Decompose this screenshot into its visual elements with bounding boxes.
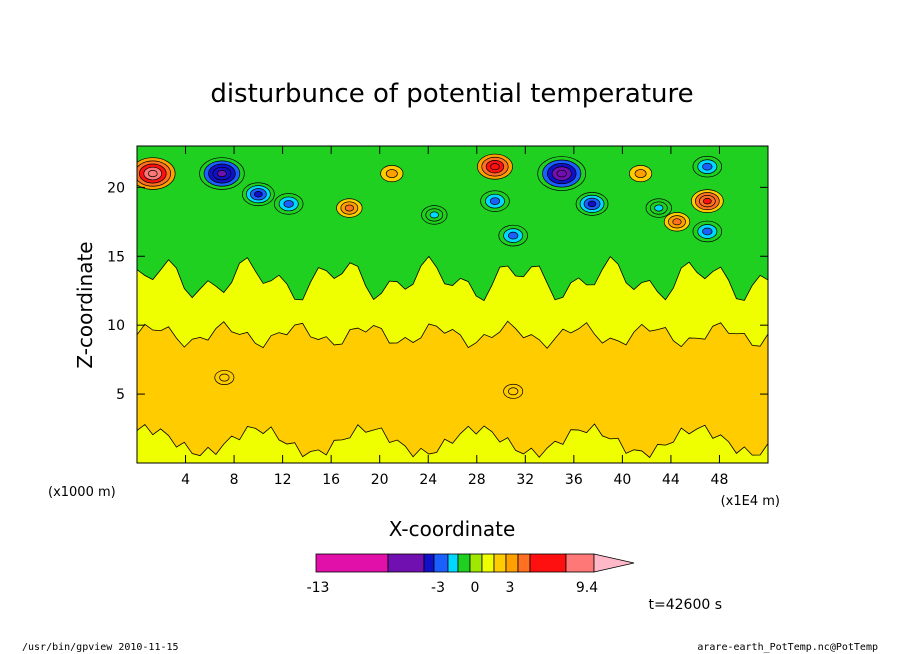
footer-left: /usr/bin/gpview 2010-11-15 <box>22 642 179 653</box>
colorbar-label: -3 <box>431 580 445 596</box>
contour-blobs <box>137 153 724 399</box>
colorbar-bin <box>493 553 507 573</box>
y-axis: 5 10 15 20 <box>107 180 768 403</box>
x-tick-label: 12 <box>274 472 292 488</box>
contour-blob <box>508 231 519 240</box>
x-tick-label: 36 <box>565 472 583 488</box>
contour-blob <box>702 197 712 205</box>
x-tick-label: 16 <box>322 472 340 488</box>
contour-blob <box>489 197 501 205</box>
x-unit-label: (x1000 m) <box>48 485 116 500</box>
x-tick-label: 8 <box>230 472 239 488</box>
plot-frame <box>136 145 769 464</box>
contour-blob <box>556 169 567 178</box>
chart-title: disturbunce of potential temperature <box>210 79 693 109</box>
colorbar-bin <box>315 553 389 573</box>
contour-blob <box>634 169 647 179</box>
contour-blob <box>429 211 439 219</box>
y-tick-label: 10 <box>107 318 125 334</box>
footer-right: arare-earth_PotTemp.nc@PotTemp <box>697 642 878 653</box>
contour-blob <box>508 387 519 396</box>
contour-blob <box>490 163 500 171</box>
colorbar-bin <box>565 553 595 573</box>
contour-field <box>137 146 768 463</box>
colorbar-bin <box>457 553 471 573</box>
contour-blob <box>147 170 158 178</box>
colorbar-bin <box>481 553 495 573</box>
contour-blob <box>344 204 354 212</box>
colorbar-bin <box>593 553 635 573</box>
y-tick-label: 15 <box>107 249 125 265</box>
contour-blob <box>217 170 227 178</box>
y-unit-label: (x1E4 m) <box>721 494 780 509</box>
x-axis: 4 8 12 16 20 24 28 32 36 40 44 48 <box>181 146 728 488</box>
y-tick-label: 5 <box>116 387 125 403</box>
colorbar-bin <box>423 553 435 573</box>
time-label: t=42600 s <box>649 597 723 613</box>
contour-blob <box>702 227 713 236</box>
x-tick-label: 20 <box>371 472 389 488</box>
x-axis-label: X-coordinate <box>389 517 516 541</box>
contour-blob <box>587 200 597 208</box>
x-tick-label: 24 <box>419 472 437 488</box>
colorbar-bin <box>517 553 531 573</box>
layer-upper-turbulent <box>137 146 768 302</box>
colorbar-bin <box>529 553 567 573</box>
contour-blob <box>385 169 398 179</box>
colorbar-bin <box>505 553 519 573</box>
contour-blob <box>219 373 230 382</box>
x-tick-label: 32 <box>516 472 534 488</box>
colorbar-labels: -13 -3 0 3 9.4 <box>307 580 599 596</box>
colorbar-label: 0 <box>471 580 480 596</box>
x-tick-label: 40 <box>613 472 631 488</box>
layer-lower-warm <box>137 320 768 459</box>
colorbar-label: 3 <box>506 580 515 596</box>
y-axis-label: Z-coordinate <box>73 241 97 368</box>
colorbar-label: 9.4 <box>576 580 598 596</box>
x-tick-label: 48 <box>711 472 729 488</box>
colorbar-bin <box>387 553 425 573</box>
contour-blob <box>702 162 713 171</box>
colorbar <box>315 553 635 573</box>
x-tick-label: 28 <box>468 472 486 488</box>
x-tick-label: 4 <box>181 472 190 488</box>
x-tick-label: 44 <box>662 472 680 488</box>
contour-blob <box>283 200 294 208</box>
contour-blob <box>253 191 263 198</box>
colorbar-bin <box>433 553 449 573</box>
contour-blob <box>654 204 664 212</box>
colorbar-bin <box>447 553 459 573</box>
y-tick-label: 20 <box>107 180 125 196</box>
contour-blob <box>672 218 682 226</box>
colorbar-label: -13 <box>307 580 330 596</box>
colorbar-bin <box>469 553 483 573</box>
